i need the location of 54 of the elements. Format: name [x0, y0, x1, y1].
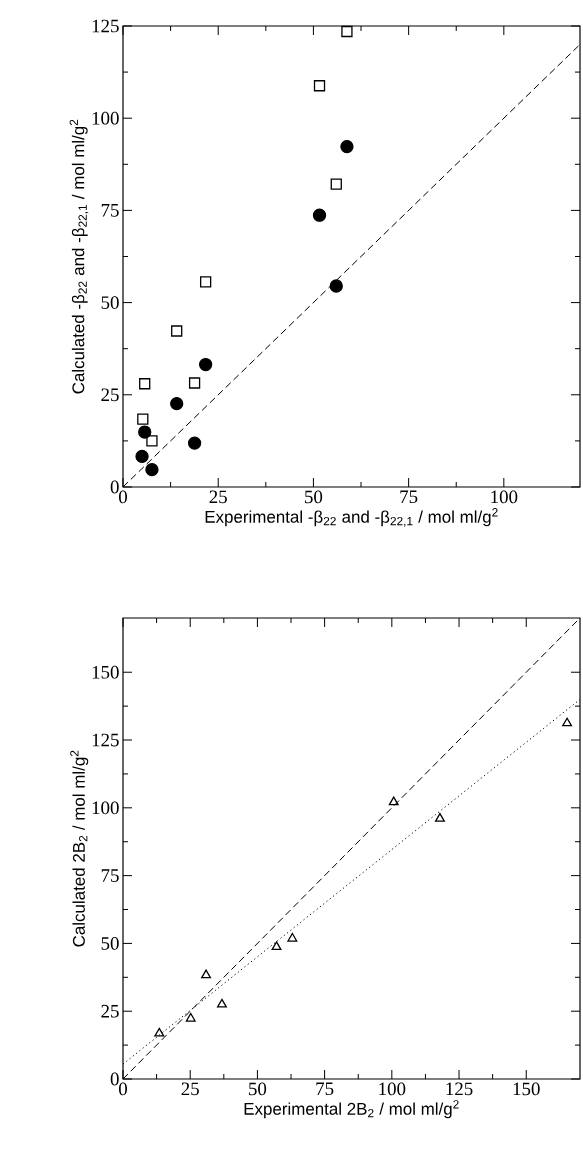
y-tick-label: 150: [92, 665, 119, 679]
point: [329, 279, 343, 293]
point: [145, 463, 159, 477]
y-axis-title: Calculated -β$_{22}$ and -β$_{22,1}$ / mol ml/g$^{2}$: [69, 119, 89, 394]
x-tick-label: 25: [181, 1082, 199, 1096]
y-axis-title: Calculated 2B$_{2}$ / mol ml/g$^{2}$: [70, 750, 89, 947]
x-tick-label: 25: [209, 490, 227, 504]
point: [313, 80, 326, 92]
point: [138, 425, 152, 439]
x-tick-label: 100: [491, 490, 518, 504]
point: [154, 1027, 165, 1037]
y-tick-label: 100: [92, 801, 119, 815]
y-tick-label: 25: [101, 388, 119, 402]
point: [330, 178, 342, 190]
x-axis-title: Experimental 2B$_{2}$ / mol ml/g$^{2}$: [244, 1100, 459, 1119]
point: [198, 357, 213, 372]
y-tick-label: 100: [92, 111, 119, 125]
x-tick-label: 150: [513, 1082, 540, 1096]
point: [341, 25, 353, 38]
y-tick-label: 75: [101, 869, 119, 882]
point: [171, 325, 183, 337]
point: [388, 796, 399, 806]
point: [271, 941, 282, 951]
x-tick-label: 50: [305, 490, 323, 504]
point: [137, 413, 149, 425]
point: [139, 378, 151, 390]
x-tick-label: 100: [379, 1082, 406, 1096]
point: [340, 139, 354, 154]
point: [287, 932, 298, 942]
x-tick-label: 125: [446, 1082, 473, 1096]
point: [188, 377, 201, 389]
y-tick-label: 25: [101, 1004, 119, 1018]
point: [170, 396, 184, 411]
y-tick-label: 0: [110, 1072, 119, 1086]
x-tick-label: 75: [400, 490, 418, 504]
y-tick-label: 125: [92, 733, 119, 747]
y-tick-label: 125: [92, 19, 119, 33]
point: [135, 449, 149, 464]
point: [185, 1012, 196, 1022]
y-tick-label: 50: [101, 296, 119, 309]
point: [187, 436, 202, 450]
point: [146, 435, 158, 447]
point: [199, 276, 212, 288]
y-tick-label: 50: [101, 937, 119, 950]
x-tick-label: 75: [316, 1082, 334, 1096]
point: [562, 717, 573, 727]
x-tick-label: 50: [249, 1082, 267, 1096]
x-axis-title: Experimental -β$_{22}$ and -β$_{22,1}$ / mol ml/g$^{2}$: [205, 508, 498, 527]
point: [216, 998, 227, 1008]
point: [201, 969, 212, 979]
point: [434, 813, 445, 822]
y-tick-label: 75: [101, 204, 119, 217]
point: [312, 208, 327, 222]
y-tick-label: 0: [110, 480, 119, 494]
